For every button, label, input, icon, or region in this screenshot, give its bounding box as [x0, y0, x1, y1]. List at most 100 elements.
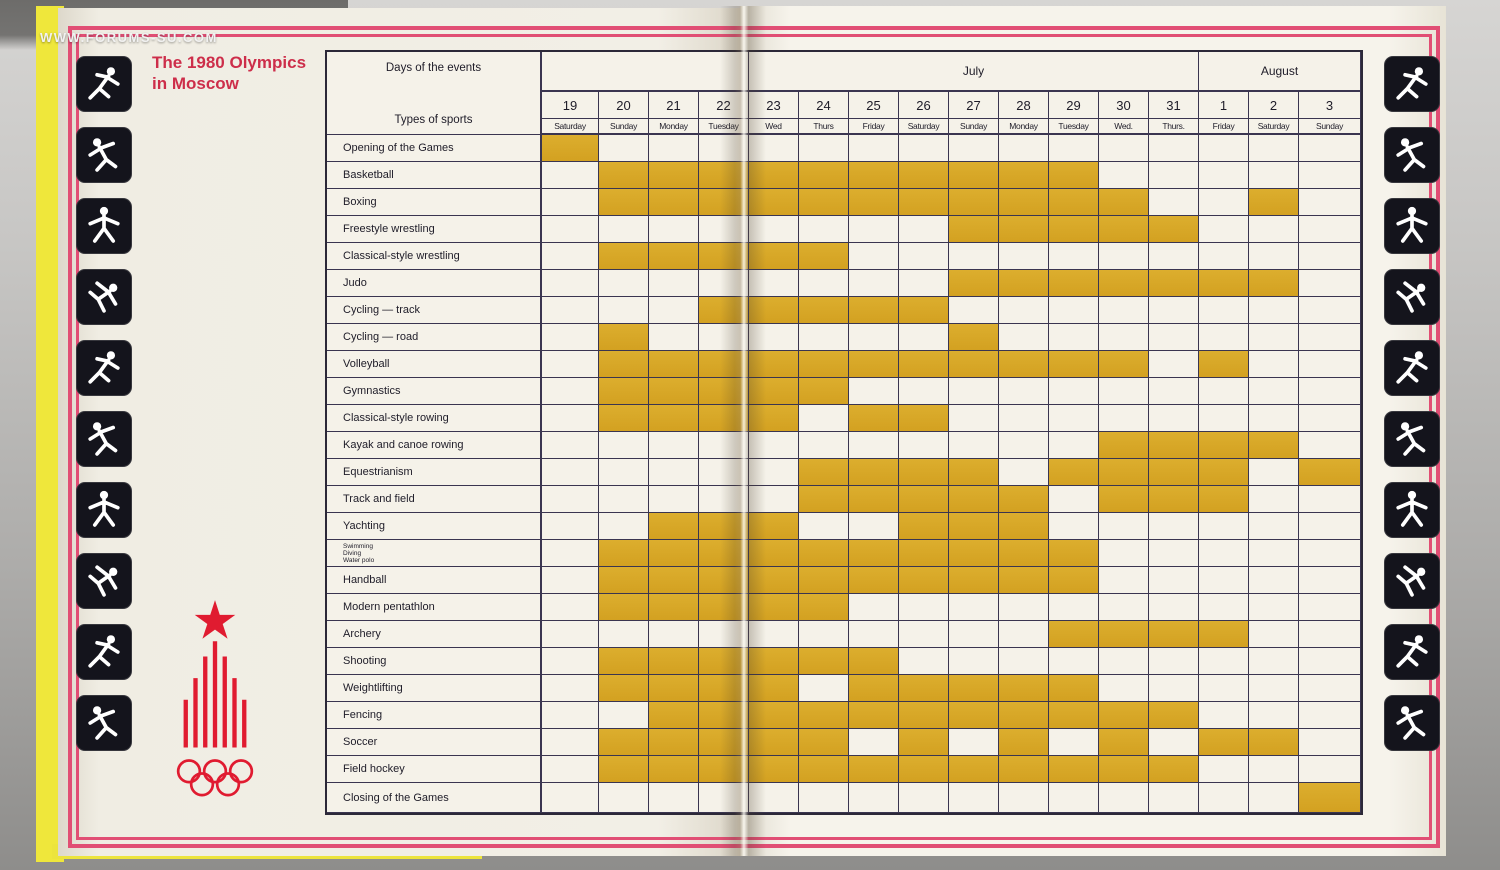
schedule-cell-handball-2: [1249, 567, 1299, 594]
schedule-cell-volleyball-27: [949, 351, 999, 378]
schedule-cell-gymnastics-2: [1249, 378, 1299, 405]
schedule-cell-handball-27: [949, 567, 999, 594]
schedule-cell-volleyball-28: [999, 351, 1049, 378]
schedule-cell-classical-style-rowing-29: [1049, 405, 1099, 432]
schedule-cell-cycling-track-28: [999, 297, 1049, 324]
schedule-cell-boxing-21: [649, 189, 699, 216]
schedule-cell-yachting-26: [899, 513, 949, 540]
schedule-cell-opening-of-the-games-24: [799, 135, 849, 162]
schedule-cell-classical-style-rowing-25: [849, 405, 899, 432]
row-label-line: Swimming: [343, 542, 373, 550]
schedule-cell-equestrianism-3: [1299, 459, 1361, 486]
schedule-cell-track-and-field-28: [999, 486, 1049, 513]
schedule-cell-track-and-field-2: [1249, 486, 1299, 513]
row-label-closing-of-the-games: Closing of the Games: [327, 783, 542, 813]
schedule-cell-cycling-track-24: [799, 297, 849, 324]
schedule-cell-weightlifting-3: [1299, 675, 1361, 702]
schedule-cell-classical-style-wrestling-22: [699, 243, 749, 270]
schedule-cell-gymnastics-25: [849, 378, 899, 405]
cycling-pictogram-icon: [1384, 411, 1440, 467]
schedule-cell-track-and-field-1: [1199, 486, 1249, 513]
schedule-cell-opening-of-the-games-3: [1299, 135, 1361, 162]
schedule-cell-closing-of-the-games-25: [849, 783, 899, 813]
schedule-cell-yachting-23: [749, 513, 799, 540]
schedule-cell-judo-30: [1099, 270, 1149, 297]
schedule-cell-yachting-20: [599, 513, 649, 540]
schedule-cell-weightlifting-22: [699, 675, 749, 702]
schedule-cell-weightlifting-25: [849, 675, 899, 702]
schedule-cell-kayak-and-canoe-rowing-21: [649, 432, 699, 459]
schedule-cell-yachting-27: [949, 513, 999, 540]
row-label-classical-style-rowing: Classical-style rowing: [327, 405, 542, 432]
day-header-22: Tuesday: [699, 119, 749, 135]
schedule-cell-swimming-diving-water-polo-25: [849, 540, 899, 567]
schedule-cell-freestyle-wrestling-27: [949, 216, 999, 243]
day-header-23: Wed: [749, 119, 799, 135]
row-label-volleyball: Volleyball: [327, 351, 542, 378]
schedule-cell-freestyle-wrestling-23: [749, 216, 799, 243]
schedule-cell-soccer-28: [999, 729, 1049, 756]
schedule-cell-freestyle-wrestling-19: [542, 216, 599, 243]
schedule-cell-handball-24: [799, 567, 849, 594]
schedule-cell-judo-19: [542, 270, 599, 297]
corner-line-types: Types of sports: [394, 114, 473, 126]
left-pictogram-strip: [76, 56, 132, 751]
schedule-cell-cycling-track-3: [1299, 297, 1361, 324]
watermark: WWW.FORUMS-SU.COM: [40, 30, 218, 45]
schedule-cell-soccer-19: [542, 729, 599, 756]
schedule-cell-judo-25: [849, 270, 899, 297]
schedule-cell-basketball-28: [999, 162, 1049, 189]
schedule-cell-kayak-and-canoe-rowing-28: [999, 432, 1049, 459]
schedule-cell-boxing-27: [949, 189, 999, 216]
schedule-cell-equestrianism-1: [1199, 459, 1249, 486]
schedule-cell-basketball-19: [542, 162, 599, 189]
schedule-cell-field-hockey-2: [1249, 756, 1299, 783]
schedule-cell-opening-of-the-games-29: [1049, 135, 1099, 162]
schedule-cell-soccer-26: [899, 729, 949, 756]
schedule-cell-modern-pentathlon-23: [749, 594, 799, 621]
schedule-cell-soccer-22: [699, 729, 749, 756]
schedule-cell-closing-of-the-games-30: [1099, 783, 1149, 813]
schedule-cell-track-and-field-23: [749, 486, 799, 513]
schedule-cell-freestyle-wrestling-25: [849, 216, 899, 243]
schedule-cell-field-hockey-28: [999, 756, 1049, 783]
schedule-cell-equestrianism-23: [749, 459, 799, 486]
schedule-cell-handball-31: [1149, 567, 1199, 594]
schedule-cell-track-and-field-31: [1149, 486, 1199, 513]
schedule-cell-yachting-24: [799, 513, 849, 540]
schedule-cell-swimming-diving-water-polo-28: [999, 540, 1049, 567]
wrestling-pictogram-icon: [76, 624, 132, 680]
schedule-cell-cycling-road-22: [699, 324, 749, 351]
schedule-cell-weightlifting-21: [649, 675, 699, 702]
schedule-cell-weightlifting-28: [999, 675, 1049, 702]
schedule-cell-opening-of-the-games-31: [1149, 135, 1199, 162]
schedule-cell-fencing-22: [699, 702, 749, 729]
day-header-27: Sunday: [949, 119, 999, 135]
schedule-cell-volleyball-24: [799, 351, 849, 378]
schedule-cell-cycling-road-2: [1249, 324, 1299, 351]
schedule-cell-track-and-field-30: [1099, 486, 1149, 513]
schedule-cell-swimming-diving-water-polo-27: [949, 540, 999, 567]
table-corner-cell: Days of the events Types of sports: [327, 52, 542, 135]
schedule-cell-soccer-21: [649, 729, 699, 756]
schedule-cell-gymnastics-27: [949, 378, 999, 405]
schedule-cell-boxing-23: [749, 189, 799, 216]
row-label-yachting: Yachting: [327, 513, 542, 540]
schedule-cell-closing-of-the-games-28: [999, 783, 1049, 813]
schedule-cell-judo-3: [1299, 270, 1361, 297]
schedule-cell-closing-of-the-games-31: [1149, 783, 1199, 813]
schedule-cell-archery-19: [542, 621, 599, 648]
schedule-cell-shooting-23: [749, 648, 799, 675]
schedule-cell-gymnastics-21: [649, 378, 699, 405]
schedule-cell-volleyball-20: [599, 351, 649, 378]
fencing-pictogram-icon: [76, 553, 132, 609]
schedule-cell-judo-22: [699, 270, 749, 297]
schedule-cell-archery-20: [599, 621, 649, 648]
schedule-cell-judo-31: [1149, 270, 1199, 297]
schedule-cell-gymnastics-3: [1299, 378, 1361, 405]
schedule-cell-archery-25: [849, 621, 899, 648]
schedule-cell-yachting-2: [1249, 513, 1299, 540]
schedule-cell-kayak-and-canoe-rowing-20: [599, 432, 649, 459]
schedule-cell-equestrianism-31: [1149, 459, 1199, 486]
